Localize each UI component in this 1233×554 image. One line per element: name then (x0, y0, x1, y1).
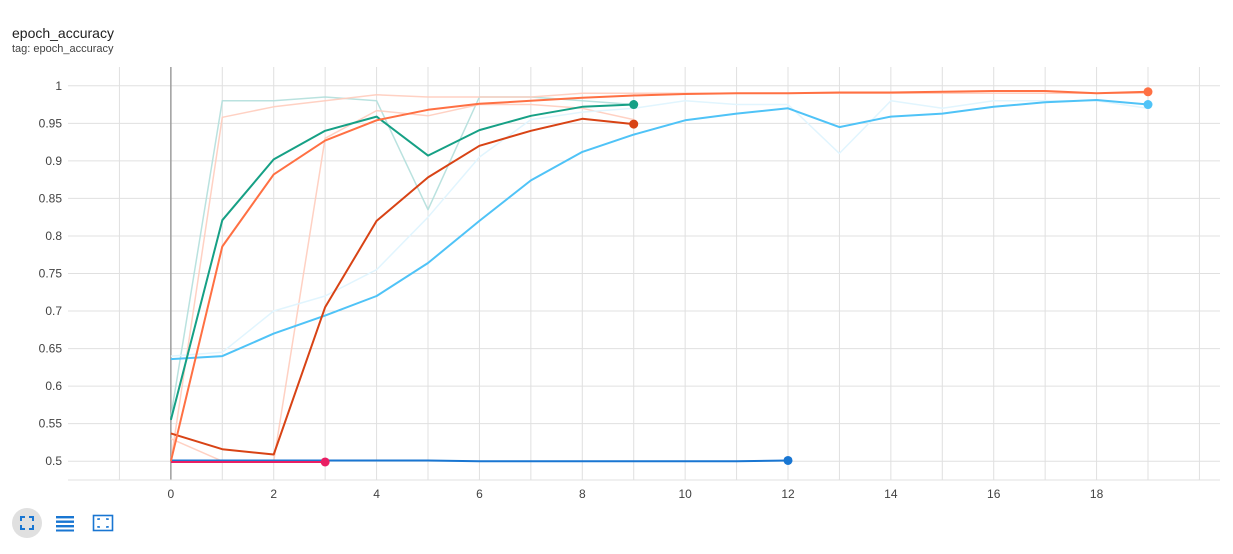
chart-title: epoch_accuracy (12, 25, 114, 41)
x-tick-label: 4 (373, 487, 380, 500)
y-tick-label: 0.65 (39, 342, 63, 356)
series-line-4[interactable] (170, 459, 789, 463)
toggle-log-scale-button[interactable] (50, 508, 80, 538)
y-tick-label: 0.6 (45, 379, 62, 393)
series-endpoint-7[interactable] (629, 119, 639, 129)
series-line-0[interactable] (170, 96, 634, 417)
y-tick-label: 0.5 (45, 454, 62, 468)
series-line-8[interactable] (169, 103, 634, 421)
x-tick-label: 18 (1090, 487, 1104, 500)
series-line-6[interactable] (170, 99, 1149, 361)
fit-domain-button[interactable] (88, 508, 118, 538)
series-line-7[interactable] (170, 117, 634, 456)
x-tick-label: 14 (884, 487, 898, 500)
x-tick-label: 0 (168, 487, 175, 500)
series-line-1[interactable] (170, 92, 1148, 462)
x-tick-label: 10 (678, 487, 692, 500)
y-tick-label: 1 (55, 79, 62, 93)
series-endpoint-6[interactable] (1143, 100, 1153, 110)
y-tick-label: 0.55 (39, 417, 63, 431)
chart-tag: tag: epoch_accuracy (12, 43, 114, 55)
fullscreen-icon (20, 516, 34, 530)
y-tick-label: 0.7 (45, 304, 62, 318)
x-tick-label: 16 (987, 487, 1001, 500)
y-tick-label: 0.8 (45, 229, 62, 243)
chart-axes (68, 67, 1220, 481)
series-endpoint-8[interactable] (629, 100, 639, 110)
y-tick-label: 0.9 (45, 154, 62, 168)
series-endpoint-5[interactable] (320, 457, 330, 467)
y-tick-label: 0.95 (39, 116, 63, 130)
fit-domain-icon (92, 514, 114, 532)
x-tick-label: 8 (579, 487, 586, 500)
series-line-2[interactable] (170, 103, 634, 462)
chart-toolbar (12, 508, 118, 538)
fullscreen-button[interactable] (12, 508, 42, 538)
x-tick-label: 6 (476, 487, 483, 500)
chart-grid (68, 67, 1220, 480)
x-tick-label: 2 (270, 487, 277, 500)
y-tick-label: 0.85 (39, 191, 63, 205)
y-tick-label: 0.75 (39, 267, 63, 281)
chart-series (169, 87, 1153, 467)
toggle-log-scale-icon (56, 516, 74, 532)
series-line-9[interactable] (169, 90, 1149, 462)
x-tick-label: 12 (781, 487, 795, 500)
series-endpoint-4[interactable] (783, 455, 793, 465)
series-endpoint-9[interactable] (1143, 87, 1153, 97)
